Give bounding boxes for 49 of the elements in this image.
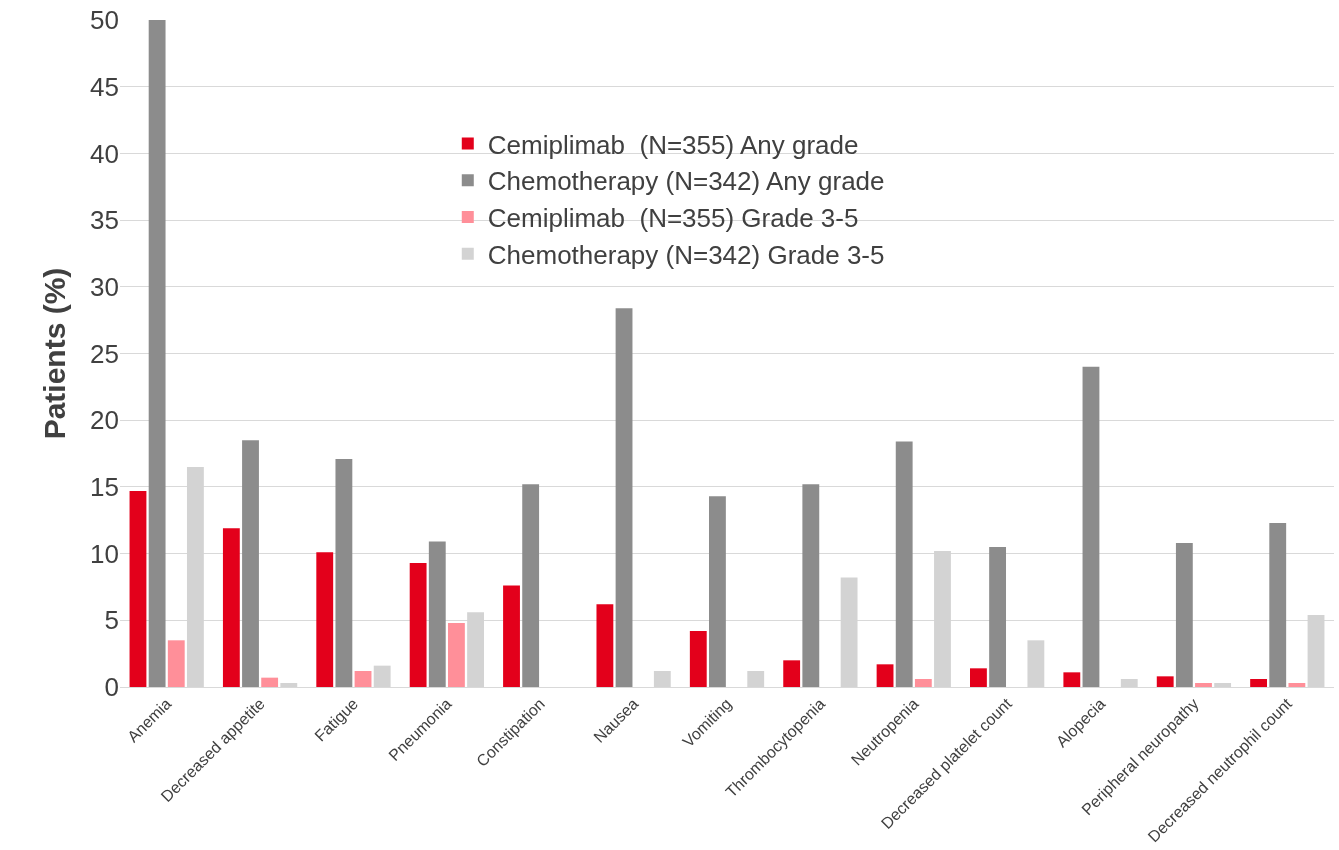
bar <box>167 640 185 687</box>
bar <box>1175 542 1193 687</box>
bar <box>596 604 614 687</box>
legend-label: Chemotherapy (N=342) Grade 3-5 <box>487 239 885 270</box>
y-tick-label: 0 <box>104 672 119 703</box>
y-tick-label: 25 <box>90 338 119 369</box>
y-tick-label: 15 <box>90 472 119 502</box>
y-tick-label: 50 <box>90 5 119 36</box>
bar <box>914 679 932 687</box>
legend-label: Cemiplimab (N=355) Grade 3-5 <box>487 203 859 234</box>
bar <box>354 670 372 687</box>
bar <box>242 440 259 687</box>
y-tick-label: 10 <box>90 538 119 569</box>
bar <box>222 528 240 687</box>
bar <box>1269 522 1287 687</box>
y-tick-label: 35 <box>90 205 119 236</box>
y-tick-label: 5 <box>104 605 119 636</box>
bar <box>802 484 820 687</box>
y-tick-label: 20 <box>90 405 119 436</box>
bar <box>895 441 913 687</box>
bar <box>989 546 1007 687</box>
bar <box>1082 366 1100 687</box>
bar <box>1195 683 1212 687</box>
bar <box>1288 683 1306 687</box>
bar <box>1250 679 1268 687</box>
bar <box>316 552 334 687</box>
bar <box>428 541 446 687</box>
bar <box>1063 672 1081 687</box>
bar <box>709 496 726 687</box>
bar <box>335 458 353 687</box>
bar <box>447 622 465 687</box>
bar <box>1156 676 1174 687</box>
bar <box>970 668 987 687</box>
bar <box>615 308 633 687</box>
bar <box>148 20 166 687</box>
bar <box>876 664 894 687</box>
bar <box>129 490 147 687</box>
y-tick-label: 30 <box>90 271 119 302</box>
bar <box>522 484 540 687</box>
bar <box>261 677 279 687</box>
bar <box>689 630 707 687</box>
bar <box>783 660 801 687</box>
bar <box>409 562 427 687</box>
y-tick-label: 40 <box>90 138 119 169</box>
bar <box>503 585 520 687</box>
legend-label: Cemiplimab (N=355) Any grade <box>487 129 859 160</box>
y-axis-title: Patients (%) <box>38 267 72 440</box>
y-tick-label: 45 <box>90 71 119 102</box>
legend-label: Chemotherapy (N=342) Any grade <box>487 166 885 197</box>
